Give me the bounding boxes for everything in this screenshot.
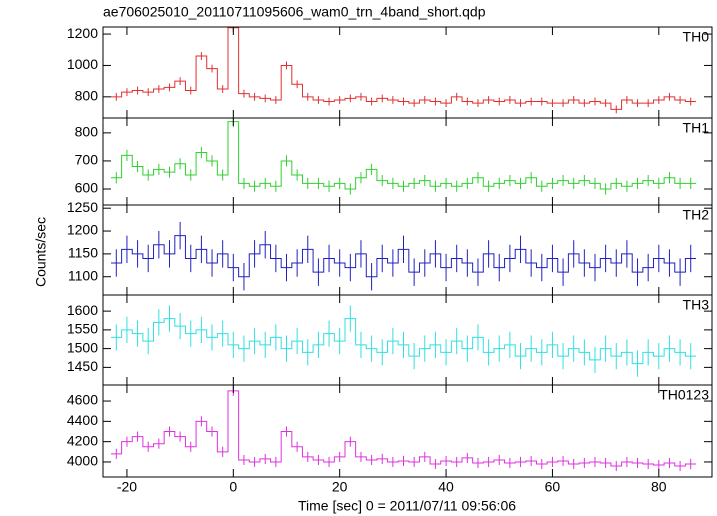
y-tick-label: 1600 bbox=[67, 302, 98, 318]
x-tick-label: 20 bbox=[332, 479, 348, 495]
y-tick-label: 4400 bbox=[67, 412, 98, 428]
panel-label: TH0 bbox=[683, 29, 710, 45]
panel-frame bbox=[102, 384, 713, 478]
y-tick-label: 4000 bbox=[67, 453, 98, 469]
y-tick-label: 4200 bbox=[67, 432, 98, 448]
light-curve bbox=[110, 390, 697, 467]
y-tick-label: 1450 bbox=[67, 358, 98, 374]
x-axis-label: Time [sec] 0 = 2011/07/11 09:56:06 bbox=[298, 498, 516, 514]
y-tick-label: 1550 bbox=[67, 321, 98, 337]
panel-frame bbox=[102, 26, 713, 119]
y-tick-label: 600 bbox=[75, 180, 99, 196]
y-tick-label: 1150 bbox=[68, 245, 98, 261]
y-tick-label: 1000 bbox=[67, 56, 98, 72]
chart-title: ae706025010_20110711095606_wam0_trn_4ban… bbox=[103, 4, 486, 20]
y-tick-label: 1100 bbox=[68, 267, 98, 283]
x-tick-label: 80 bbox=[651, 479, 667, 495]
y-tick-label: 1250 bbox=[67, 199, 98, 215]
x-tick-label: 0 bbox=[229, 479, 237, 495]
y-tick-label: 800 bbox=[75, 124, 99, 140]
light-curve bbox=[110, 235, 697, 278]
y-axis-label: Counts/sec bbox=[33, 217, 49, 287]
panel-label: TH0123 bbox=[659, 387, 709, 403]
light-curve bbox=[110, 318, 697, 365]
x-tick-label: 40 bbox=[438, 479, 454, 495]
panel-frame bbox=[102, 204, 713, 296]
y-tick-label: 800 bbox=[75, 88, 99, 104]
y-tick-label: 4600 bbox=[67, 392, 98, 408]
y-tick-label: 1500 bbox=[67, 339, 98, 355]
x-tick-label: -20 bbox=[117, 479, 137, 495]
panel-frame bbox=[102, 294, 713, 386]
y-tick-label: 1200 bbox=[67, 222, 98, 238]
panel-frame bbox=[102, 117, 713, 206]
x-tick-label: 60 bbox=[545, 479, 561, 495]
light-curve bbox=[110, 121, 697, 190]
panel-label: TH2 bbox=[683, 207, 710, 223]
y-tick-label: 1200 bbox=[67, 25, 98, 41]
panel-label: TH1 bbox=[683, 120, 710, 136]
light-curve bbox=[110, 27, 697, 110]
y-tick-label: 700 bbox=[75, 152, 99, 168]
panel-label: TH3 bbox=[683, 297, 710, 313]
